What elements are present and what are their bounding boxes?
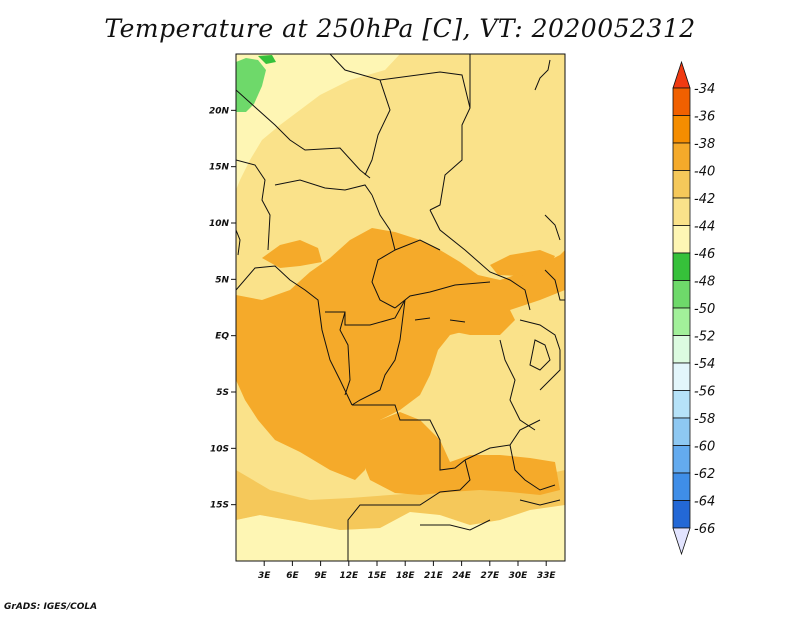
- colorbar-top-arrow: [672, 60, 691, 89]
- lat-tick-label: 20N: [209, 106, 230, 116]
- colorbar-segment: [672, 500, 691, 529]
- field-light-south: [236, 500, 565, 561]
- lon-tick-label: 21E: [424, 571, 444, 581]
- colorbar-label: -58: [694, 412, 715, 427]
- latitude-axis: 20N 15N 10N 5N EQ 5S 10S 15S: [209, 106, 236, 511]
- colorbar-segment: [672, 87, 691, 116]
- lat-tick-label: 15N: [209, 163, 230, 173]
- colorbar-segment: [672, 390, 691, 419]
- colorbar-label: -60: [694, 440, 715, 455]
- colorbar-segment: [672, 307, 691, 336]
- colorbar-bottom-arrow: [672, 527, 691, 556]
- colorbar-label: -42: [694, 192, 715, 207]
- field-warm-west: [236, 228, 565, 480]
- colorbar-label: -62: [694, 467, 715, 482]
- colorbar-label: -50: [694, 302, 715, 317]
- lon-tick-label: 27E: [480, 571, 500, 581]
- colorbar-segment: [672, 225, 691, 254]
- field-warm-center: [420, 285, 515, 335]
- lon-tick-label: 24E: [452, 571, 472, 581]
- colorbar-label: -54: [694, 357, 715, 372]
- colorbar-label: -56: [694, 385, 715, 400]
- colorbar-segment: [672, 170, 691, 199]
- colorbar-label: -36: [694, 110, 715, 125]
- colorbar-label: -64: [694, 495, 715, 510]
- lon-tick-label: 6E: [286, 571, 299, 581]
- lon-tick-label: 30E: [509, 571, 529, 581]
- map-frame: [235, 53, 566, 562]
- field-warm-patch-a: [262, 240, 322, 268]
- colorbar-segment: [672, 335, 691, 364]
- lat-tick-label: 10N: [209, 219, 230, 229]
- lon-tick-label: 33E: [537, 571, 557, 581]
- lon-tick-label: 3E: [258, 571, 271, 581]
- field-warm-southcentral: [355, 410, 560, 495]
- lat-tick-label: 5N: [215, 275, 229, 285]
- colorbar-segment: [672, 197, 691, 226]
- field-mid-south: [236, 470, 565, 530]
- colorbar-segment: [672, 417, 691, 446]
- colorbar: -34 -36 -38 -40 -42 -44 -46 -48 -50 -52 -54 -56 -58 -…: [672, 60, 715, 556]
- lon-tick-label: 9E: [314, 571, 327, 581]
- lon-tick-label: 18E: [396, 571, 416, 581]
- colorbar-segment: [672, 362, 691, 391]
- field-green-patch: [258, 55, 276, 64]
- colorbar-label: -46: [694, 247, 715, 262]
- chart-title: Temperature at 250hPa [C], VT: 202005231…: [104, 14, 696, 43]
- colorbar-label: -52: [694, 330, 715, 345]
- colorbar-label: -66: [694, 522, 715, 537]
- colorbar-segment: [672, 472, 691, 501]
- colorbar-segment: [672, 280, 691, 309]
- colorbar-label: -34: [694, 82, 715, 97]
- lat-tick-label: EQ: [215, 332, 229, 342]
- field-green-northwest: [236, 58, 266, 112]
- field-warm-patch-b: [490, 250, 555, 276]
- colorbar-label: -38: [694, 137, 715, 152]
- country-borders: [236, 54, 565, 561]
- lat-tick-label: 10S: [210, 444, 229, 454]
- colorbar-segment: [672, 445, 691, 474]
- colorbar-segment: [672, 252, 691, 281]
- lat-tick-label: 5S: [216, 388, 229, 398]
- lat-tick-label: 15S: [210, 501, 229, 511]
- grads-credit: GrADS: IGES/COLA: [4, 602, 98, 612]
- colorbar-label: -40: [694, 165, 715, 180]
- colorbar-segment: [672, 142, 691, 171]
- colorbar-segment: [672, 115, 691, 144]
- colorbar-label: -44: [694, 220, 715, 235]
- colorbar-label: -48: [694, 275, 715, 290]
- lon-tick-label: 12E: [339, 571, 359, 581]
- field-light-northwest: [236, 54, 400, 190]
- longitude-axis: 3E 6E 9E 12E 15E 18E 21E 24E 27E 30E 33E: [258, 561, 556, 581]
- lon-tick-label: 15E: [368, 571, 388, 581]
